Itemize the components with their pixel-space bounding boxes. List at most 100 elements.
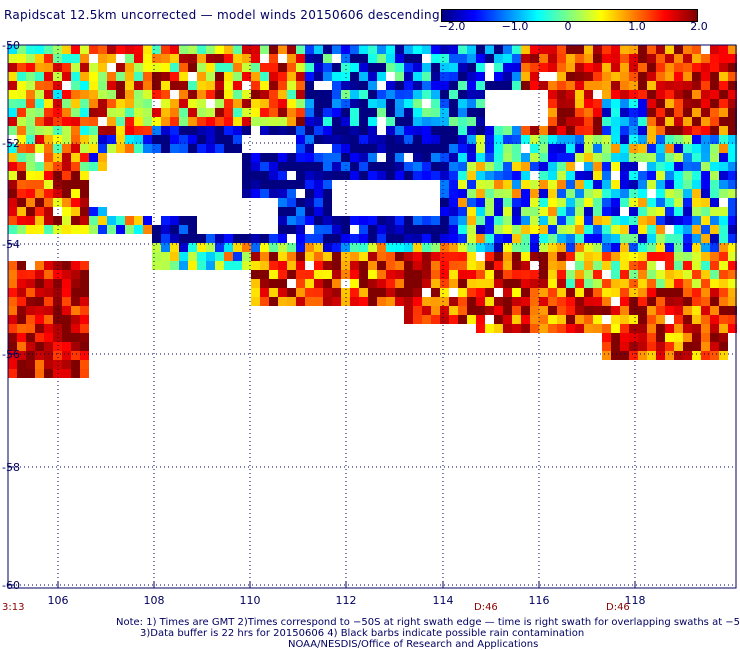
wind-cell xyxy=(584,189,593,198)
wind-cell xyxy=(80,216,89,225)
wind-cell xyxy=(179,117,188,126)
wind-cell xyxy=(350,144,359,153)
wind-cell xyxy=(71,90,80,99)
wind-cell xyxy=(674,252,683,261)
wind-cell xyxy=(44,45,53,54)
wind-cell xyxy=(35,288,44,297)
wind-cell xyxy=(485,54,494,63)
wind-cell xyxy=(611,162,620,171)
wind-cell xyxy=(710,252,719,261)
wind-cell xyxy=(548,135,557,144)
wind-cell xyxy=(530,153,539,162)
wind-cell xyxy=(377,108,386,117)
wind-cell xyxy=(656,252,665,261)
wind-cell xyxy=(44,315,53,324)
wind-cell xyxy=(566,189,575,198)
wind-cell xyxy=(611,243,620,252)
wind-cell xyxy=(296,216,305,225)
wind-cell xyxy=(386,144,395,153)
wind-cell xyxy=(224,252,233,261)
wind-cell xyxy=(8,306,17,315)
wind-cell xyxy=(116,99,125,108)
wind-cell xyxy=(602,90,611,99)
wind-cell xyxy=(458,198,467,207)
wind-cell xyxy=(224,135,233,144)
wind-cell xyxy=(224,117,233,126)
wind-cell xyxy=(710,297,719,306)
wind-cell xyxy=(503,162,512,171)
wind-cell xyxy=(575,45,584,54)
wind-cell xyxy=(557,234,566,243)
wind-cell xyxy=(404,135,413,144)
wind-cell xyxy=(710,135,719,144)
wind-cell xyxy=(665,252,674,261)
wind-cell xyxy=(431,117,440,126)
wind-cell xyxy=(269,243,278,252)
wind-cell xyxy=(602,207,611,216)
wind-cell xyxy=(719,45,728,54)
wind-cell xyxy=(476,144,485,153)
wind-cell xyxy=(476,225,485,234)
colorbar xyxy=(441,9,698,22)
wind-cell xyxy=(8,45,17,54)
wind-cell xyxy=(458,45,467,54)
wind-cell xyxy=(638,279,647,288)
wind-cell xyxy=(692,63,701,72)
wind-cell xyxy=(485,270,494,279)
wind-cell xyxy=(665,216,674,225)
wind-cell xyxy=(512,324,521,333)
wind-cell xyxy=(602,99,611,108)
wind-cell xyxy=(44,288,53,297)
wind-cell xyxy=(719,324,728,333)
wind-cell xyxy=(683,72,692,81)
wind-cell xyxy=(440,270,449,279)
wind-cell xyxy=(701,216,710,225)
wind-cell xyxy=(611,126,620,135)
wind-cell xyxy=(548,63,557,72)
wind-cell xyxy=(548,315,557,324)
wind-cell xyxy=(683,108,692,117)
wind-cell xyxy=(638,252,647,261)
wind-cell xyxy=(602,153,611,162)
wind-cell xyxy=(512,144,521,153)
wind-cell xyxy=(296,99,305,108)
wind-cell xyxy=(314,108,323,117)
wind-cell xyxy=(638,243,647,252)
wind-cell xyxy=(728,252,737,261)
wind-cell xyxy=(323,279,332,288)
wind-cell xyxy=(692,216,701,225)
wind-cell xyxy=(305,189,314,198)
wind-cell xyxy=(350,99,359,108)
wind-cell xyxy=(683,180,692,189)
wind-cell xyxy=(296,243,305,252)
wind-cell xyxy=(314,54,323,63)
wind-cell xyxy=(566,144,575,153)
wind-cell xyxy=(701,162,710,171)
wind-cell xyxy=(278,288,287,297)
wind-cell xyxy=(665,171,674,180)
wind-cell xyxy=(35,126,44,135)
wind-cell xyxy=(296,234,305,243)
wind-cell xyxy=(629,189,638,198)
wind-cell xyxy=(386,261,395,270)
wind-cell xyxy=(665,333,674,342)
wind-cell xyxy=(494,243,503,252)
wind-cell xyxy=(278,189,287,198)
wind-cell xyxy=(368,126,377,135)
wind-cell xyxy=(512,171,521,180)
wind-cell xyxy=(602,252,611,261)
wind-cell xyxy=(8,342,17,351)
wind-cell xyxy=(152,252,161,261)
wind-cell xyxy=(71,324,80,333)
wind-cell xyxy=(557,108,566,117)
wind-cell xyxy=(584,216,593,225)
wind-cell xyxy=(449,315,458,324)
wind-cell xyxy=(125,117,134,126)
wind-cell xyxy=(683,342,692,351)
wind-cell xyxy=(107,90,116,99)
wind-cell xyxy=(629,171,638,180)
wind-cell xyxy=(413,72,422,81)
wind-cell xyxy=(53,279,62,288)
wind-cell xyxy=(674,234,683,243)
wind-cell xyxy=(467,270,476,279)
